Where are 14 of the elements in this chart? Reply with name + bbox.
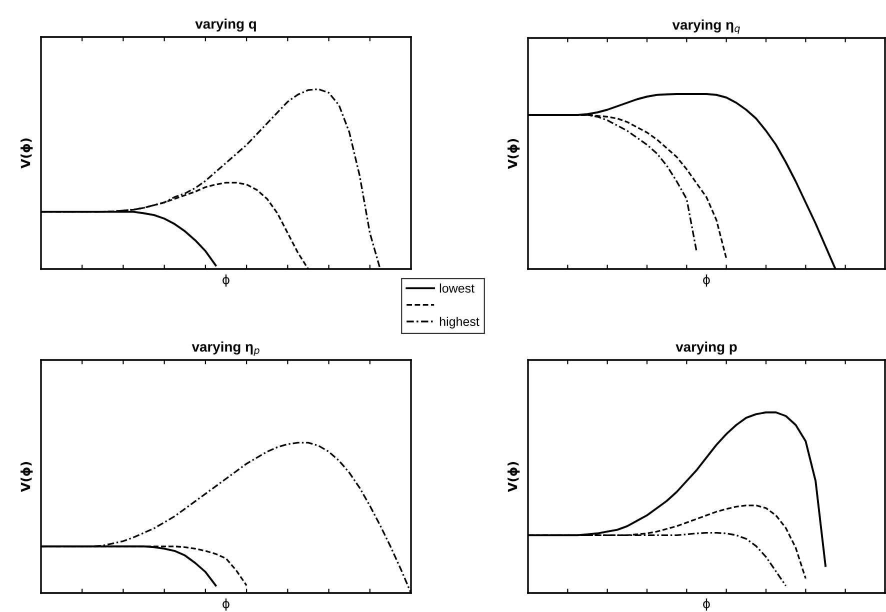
chart-title: varying p [676,342,737,355]
y-axis-title: V(ϕ) [508,462,520,492]
x-axis-title: ϕ [703,274,710,287]
chart-title: varying q [195,18,256,32]
x-axis-title: ϕ [222,598,230,611]
x-axis-title: ϕ [703,598,710,611]
chart-title: varying η$_{p}$ [192,342,260,356]
legend-label: lowest [440,284,474,293]
y-axis-title: V(ϕ) [20,138,33,168]
legend-label: highest [440,316,480,328]
y-axis-title: V(ϕ) [508,139,520,169]
y-axis-title: V(ϕ) [20,462,33,492]
x-axis-title: ϕ [222,274,230,287]
chart-title: varying η$_{q}$ [672,20,740,34]
